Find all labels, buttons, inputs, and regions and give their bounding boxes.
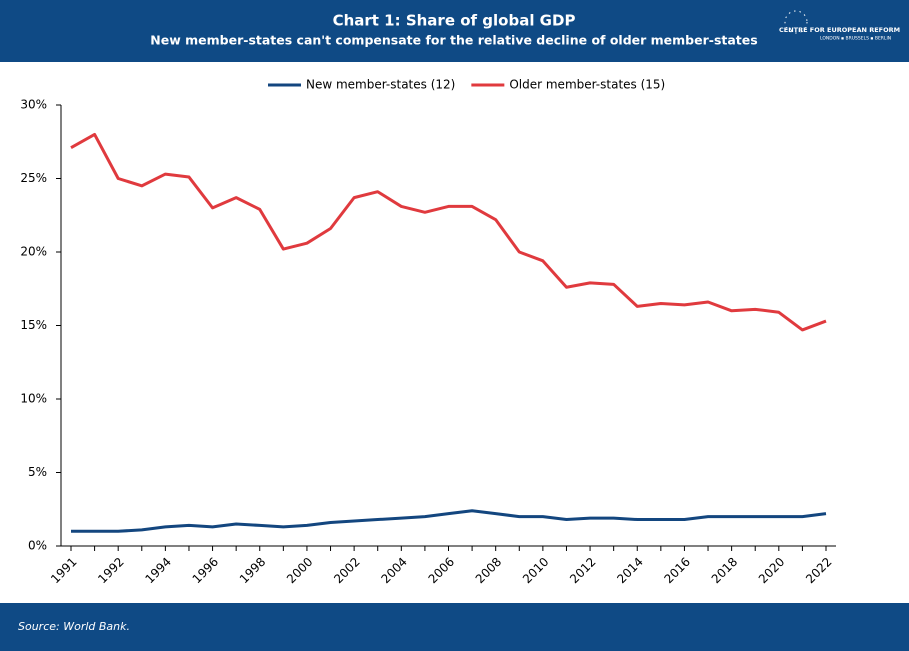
series-line — [70, 132, 827, 332]
legend-label: New member-states (12) — [306, 78, 455, 92]
logo-stars — [784, 10, 808, 34]
chart-subtitle: New member-states can't compensate for t… — [150, 33, 757, 48]
y-tick-label: 30% — [20, 98, 47, 112]
y-tick-label: 20% — [20, 245, 47, 259]
y-tick-label: 15% — [20, 318, 47, 332]
y-tick-label: 0% — [28, 539, 47, 553]
logo: CENTRE FOR EUROPEAN REFORM LONDON ▪ BRUS… — [779, 10, 900, 42]
series-line — [71, 509, 827, 533]
footer-band — [0, 603, 909, 651]
logo-name: CENTRE FOR EUROPEAN REFORM — [779, 26, 900, 34]
y-tick-label: 10% — [20, 392, 47, 406]
chart-title: Chart 1: Share of global GDP — [333, 12, 576, 30]
legend-label: Older member-states (15) — [509, 78, 665, 92]
header-band — [0, 0, 909, 62]
logo-cities: LONDON ▪ BRUSSELS ▪ BERLIN — [820, 36, 891, 42]
y-tick-label: 5% — [28, 465, 47, 479]
y-tick-label: 25% — [20, 171, 47, 185]
source: Source: World Bank. — [18, 620, 130, 633]
